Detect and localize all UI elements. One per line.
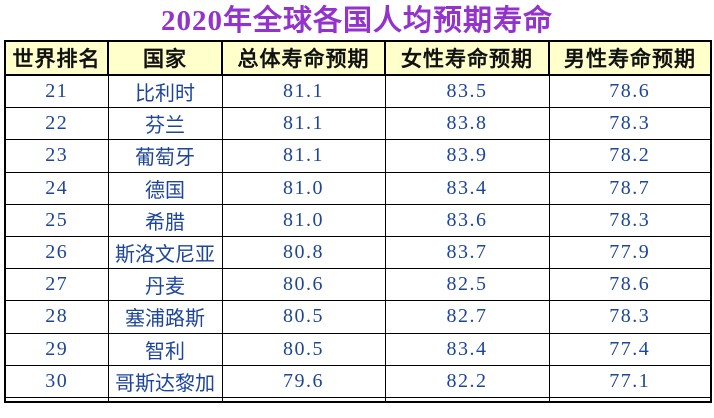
female-cell: 82.7 (384, 300, 550, 334)
male-cell: 78.7 (548, 171, 712, 205)
country-cell: 塞浦路斯 (107, 300, 223, 334)
male-cell: 78.6 (548, 268, 712, 302)
country-cell: 哥斯达黎加 (107, 364, 223, 398)
overall-cell: 80.5 (221, 332, 386, 366)
rank-cell: 24 (4, 171, 109, 205)
table-row: 26 斯洛文尼亚 80.8 83.7 77.9 (4, 235, 712, 270)
rank-cell-empty (4, 396, 109, 403)
country-cell: 德国 (107, 171, 223, 205)
header-cell-female: 女性寿命预期 (384, 40, 550, 76)
rank-cell: 23 (4, 139, 109, 173)
female-cell: 83.4 (384, 171, 550, 205)
country-cell: 芬兰 (107, 107, 223, 141)
female-cell: 83.8 (384, 107, 550, 141)
header-cell-rank: 世界排名 (4, 40, 109, 76)
country-cell: 智利 (107, 332, 223, 366)
rank-cell: 28 (4, 300, 109, 334)
country-cell: 葡萄牙 (107, 139, 223, 173)
country-cell-empty (107, 396, 223, 403)
male-cell: 77.9 (548, 235, 712, 270)
female-cell: 83.9 (384, 139, 550, 173)
table-row: 23 葡萄牙 81.1 83.9 78.2 (4, 139, 712, 173)
female-cell: 83.5 (384, 74, 550, 109)
rank-cell: 27 (4, 268, 109, 302)
table-row: 22 芬兰 81.1 83.8 78.3 (4, 107, 712, 141)
male-cell: 78.2 (548, 139, 712, 173)
country-cell: 比利时 (107, 74, 223, 109)
male-cell: 77.4 (548, 332, 712, 366)
female-cell: 82.5 (384, 268, 550, 302)
overall-cell-empty (221, 396, 386, 403)
table-row: 24 德国 81.0 83.4 78.7 (4, 171, 712, 205)
male-cell-empty (548, 396, 712, 403)
table-row: 21 比利时 81.1 83.5 78.6 (4, 74, 712, 109)
table-header-row: 世界排名 国家 总体寿命预期 女性寿命预期 男性寿命预期 (4, 40, 712, 76)
country-cell: 希腊 (107, 203, 223, 237)
header-cell-male: 男性寿命预期 (548, 40, 712, 76)
overall-cell: 81.1 (221, 74, 386, 109)
rank-cell: 29 (4, 332, 109, 366)
header-cell-overall: 总体寿命预期 (221, 40, 386, 76)
country-cell: 丹麦 (107, 268, 223, 302)
female-cell-empty (384, 396, 550, 403)
rank-cell: 26 (4, 235, 109, 270)
overall-cell: 81.0 (221, 203, 386, 237)
life-expectancy-table: 世界排名 国家 总体寿命预期 女性寿命预期 男性寿命预期 21 比利时 81.1… (4, 40, 712, 403)
rank-cell: 22 (4, 107, 109, 141)
rank-cell: 21 (4, 74, 109, 109)
female-cell: 83.7 (384, 235, 550, 270)
male-cell: 78.6 (548, 74, 712, 109)
male-cell: 77.1 (548, 364, 712, 398)
overall-cell: 79.6 (221, 364, 386, 398)
table-row: 27 丹麦 80.6 82.5 78.6 (4, 268, 712, 302)
table-row: 28 塞浦路斯 80.5 82.7 78.3 (4, 300, 712, 334)
female-cell: 83.6 (384, 203, 550, 237)
male-cell: 78.3 (548, 300, 712, 334)
clipped-next-table-row (4, 396, 712, 403)
rank-cell: 25 (4, 203, 109, 237)
male-cell: 78.3 (548, 107, 712, 141)
country-cell: 斯洛文尼亚 (107, 235, 223, 270)
female-cell: 83.4 (384, 332, 550, 366)
page-title: 2020年全球各国人均预期寿命 (160, 5, 553, 37)
table-row: 29 智利 80.5 83.4 77.4 (4, 332, 712, 366)
overall-cell: 81.1 (221, 107, 386, 141)
overall-cell: 80.5 (221, 300, 386, 334)
male-cell: 78.3 (548, 203, 712, 237)
overall-cell: 80.6 (221, 268, 386, 302)
female-cell: 82.2 (384, 364, 550, 398)
rank-cell: 30 (4, 364, 109, 398)
table-row: 30 哥斯达黎加 79.6 82.2 77.1 (4, 364, 712, 398)
table-row: 25 希腊 81.0 83.6 78.3 (4, 203, 712, 237)
overall-cell: 80.8 (221, 235, 386, 270)
overall-cell: 81.0 (221, 171, 386, 205)
header-cell-country: 国家 (107, 40, 223, 76)
overall-cell: 81.1 (221, 139, 386, 173)
